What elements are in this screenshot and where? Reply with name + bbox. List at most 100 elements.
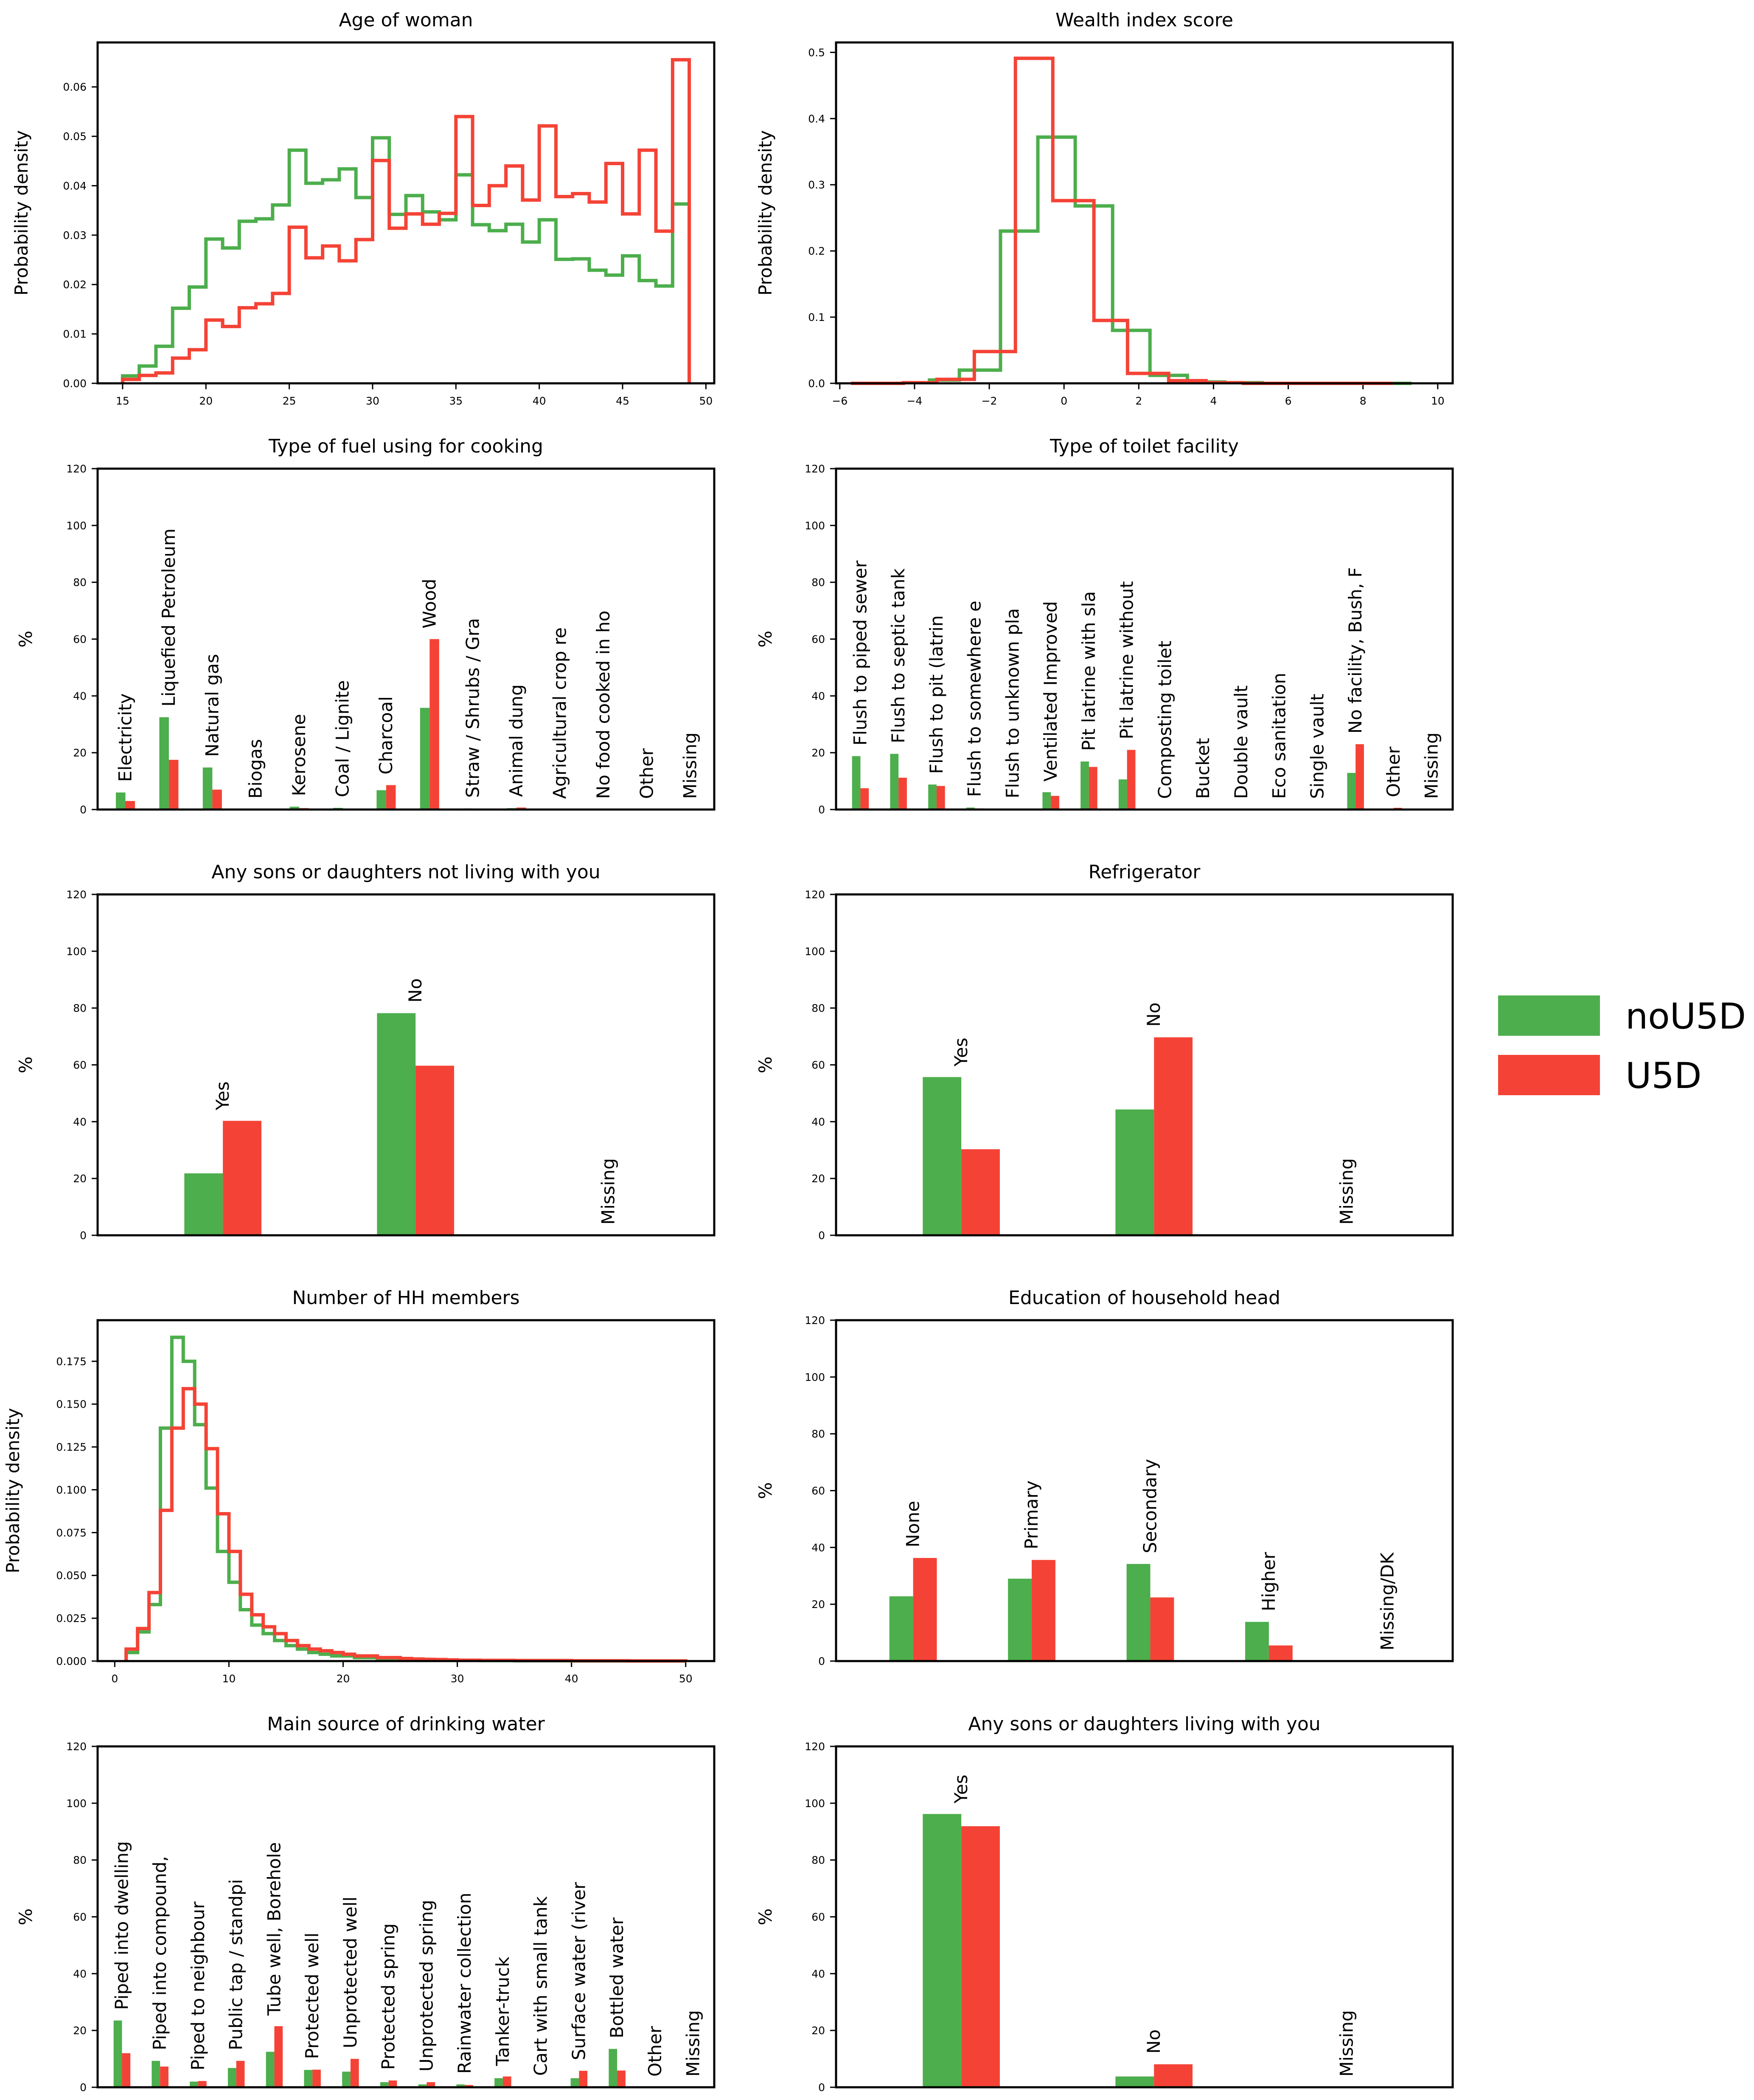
category-label: Missing	[683, 2010, 704, 2077]
y-tick-label: 80	[73, 576, 87, 589]
x-tick-label: 45	[616, 395, 629, 407]
category-label: Flush to pit (latrin	[926, 615, 947, 774]
axes-frame	[96, 1319, 716, 1662]
category-label: Composting toilet	[1154, 641, 1175, 799]
y-axis-label: %	[755, 631, 776, 648]
legend-swatch-noU5D	[1498, 995, 1600, 1036]
bar-noU5D	[1245, 1622, 1269, 1661]
y-axis-label: %	[15, 1909, 36, 1926]
bar-noU5D	[609, 2049, 617, 2087]
x-tick-label: 50	[699, 395, 713, 407]
x-tick-label: 0	[111, 1673, 118, 1685]
bar-noU5D	[420, 708, 430, 810]
y-tick-label: 100	[805, 1371, 825, 1383]
bar-noU5D	[184, 1173, 223, 1235]
bar-U5D	[415, 1065, 455, 1235]
y-tick-label: 20	[811, 1598, 825, 1611]
bar-noU5D	[1118, 779, 1127, 810]
y-tick-label: 60	[73, 633, 87, 646]
bar-U5D	[122, 2053, 131, 2087]
bar-noU5D	[570, 2078, 579, 2087]
y-axis-label: Probability density	[3, 1408, 23, 1573]
bar-noU5D	[923, 1077, 962, 1235]
bar-noU5D	[418, 2084, 427, 2087]
y-tick-label: 20	[73, 1172, 87, 1185]
category-label: Eco sanitation	[1269, 673, 1290, 799]
panel-title: Number of HH members	[292, 1287, 519, 1309]
category-label: Unprotected spring	[416, 1900, 437, 2072]
y-tick-label: 80	[811, 576, 825, 589]
category-label: Missing	[680, 732, 701, 799]
bar-noU5D	[1347, 773, 1356, 810]
bar-U5D	[913, 1558, 937, 1661]
category-label: No	[1143, 2030, 1164, 2054]
x-tick-label: 10	[222, 1673, 236, 1685]
bar-noU5D	[928, 784, 937, 810]
x-tick-label: −6	[832, 395, 848, 407]
y-tick-label: 40	[811, 1116, 825, 1128]
x-tick-label: 40	[565, 1673, 578, 1685]
y-tick-label: 100	[66, 520, 87, 532]
bar-noU5D	[152, 2061, 160, 2087]
bar-noU5D	[190, 2081, 198, 2087]
bar-U5D	[236, 2061, 245, 2087]
y-axis-label: Probability density	[11, 130, 32, 295]
axes-frame	[96, 893, 716, 1237]
x-tick-label: −4	[906, 395, 922, 407]
histogram-step-U5D	[121, 58, 691, 383]
y-tick-label: 80	[73, 1002, 87, 1015]
y-axis-label: %	[15, 631, 36, 648]
panel-title: Age of woman	[339, 9, 473, 31]
bar-noU5D	[304, 2070, 313, 2087]
category-label: Yes	[951, 1037, 971, 1067]
bar-U5D	[160, 2066, 168, 2087]
bar-noU5D	[1115, 2076, 1154, 2087]
histogram-step-U5D	[124, 1387, 688, 1663]
bar-U5D	[1355, 744, 1364, 810]
y-tick-label: 0.4	[808, 112, 825, 125]
y-tick-label: 60	[811, 633, 825, 646]
bar-noU5D	[890, 753, 899, 810]
y-tick-label: 0.075	[56, 1527, 87, 1539]
y-tick-label: 0	[818, 804, 825, 816]
category-label: Electricity	[115, 693, 136, 782]
y-tick-label: 100	[66, 1797, 87, 1810]
x-tick-label: 30	[451, 1673, 464, 1685]
y-tick-label: 120	[805, 1740, 825, 1753]
bar-noU5D	[116, 792, 126, 810]
bar-U5D	[617, 2070, 626, 2087]
panel-water: Main source of drinking water% 0 20 40 60 80 1…	[15, 1713, 716, 2094]
x-tick-label: 20	[199, 395, 213, 407]
category-label: Missing	[598, 1158, 618, 1225]
panel-education: Education of household head% 0 20 40 60 80 100…	[755, 1287, 1454, 1667]
bar-noU5D	[1008, 1578, 1032, 1661]
bar-U5D	[860, 788, 869, 810]
x-tick-label: 30	[366, 395, 379, 407]
y-axis-label: %	[15, 1057, 36, 1074]
bar-U5D	[961, 1826, 1000, 2087]
axes-frame	[835, 1319, 1454, 1662]
bar-U5D	[1089, 767, 1097, 810]
category-label: Yes	[212, 1082, 233, 1111]
y-tick-label: 0.06	[63, 81, 87, 93]
category-label: Tanker-truck	[492, 1957, 513, 2066]
bar-noU5D	[342, 2072, 351, 2087]
y-axis-label: %	[755, 1482, 776, 1499]
bar-U5D	[125, 801, 135, 810]
y-tick-label: 60	[811, 1059, 825, 1071]
y-tick-label: 120	[805, 463, 825, 475]
category-label: Missing/DK	[1377, 1552, 1398, 1650]
panel-title: Main source of drinking water	[267, 1713, 545, 1735]
category-label: None	[903, 1501, 923, 1548]
category-label: Natural gas	[202, 654, 222, 757]
bar-U5D	[1154, 1037, 1193, 1235]
y-axis-label: %	[755, 1909, 776, 1926]
y-tick-label: 0.150	[56, 1398, 87, 1411]
bar-U5D	[898, 778, 907, 810]
bar-noU5D	[202, 767, 213, 810]
x-tick-label: 6	[1285, 395, 1292, 407]
bar-U5D	[465, 2085, 473, 2087]
bar-U5D	[936, 786, 945, 810]
category-label: Ventilated Improved	[1040, 601, 1061, 782]
axes-frame	[96, 467, 716, 811]
